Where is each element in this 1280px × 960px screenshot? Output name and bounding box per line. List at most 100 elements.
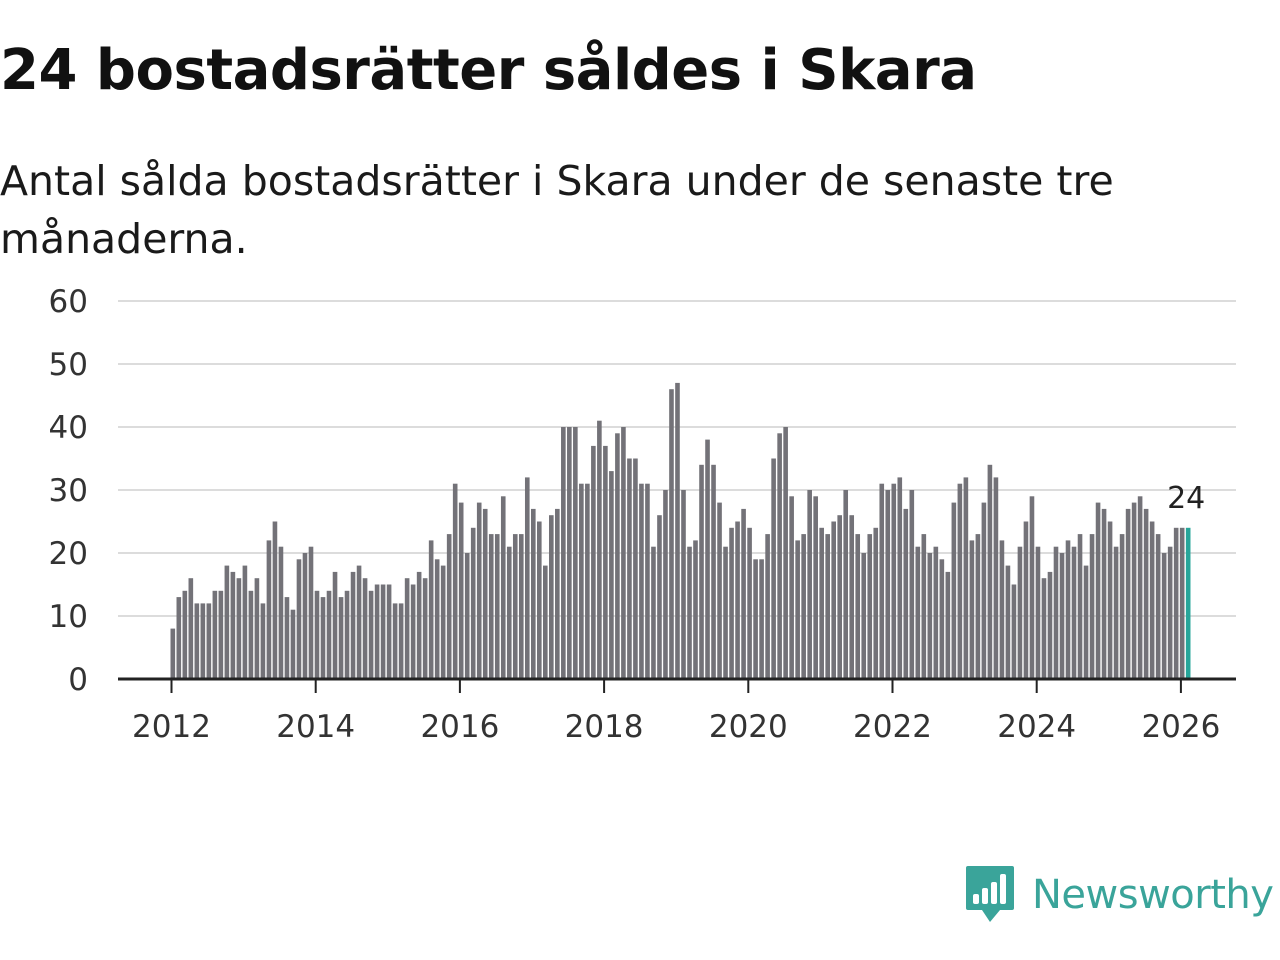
y-axis: 0 10 20 30 40 50 60 — [49, 284, 88, 698]
bar — [494, 534, 500, 679]
bar — [603, 445, 608, 679]
bar — [344, 590, 350, 679]
bar — [476, 502, 482, 679]
bar — [951, 502, 957, 679]
bar — [945, 571, 951, 679]
bar — [651, 546, 656, 679]
bar — [1179, 527, 1185, 679]
bar — [663, 490, 668, 679]
y-tick-label: 20 — [49, 536, 88, 572]
bar — [500, 496, 506, 679]
bar — [338, 597, 344, 679]
bar — [579, 483, 584, 679]
bar — [771, 458, 776, 679]
bar — [555, 508, 560, 679]
bar — [915, 546, 921, 679]
brand-name: Newsworthy — [1032, 872, 1274, 918]
bar — [789, 496, 794, 679]
bar — [969, 540, 975, 679]
y-tick-label: 40 — [49, 410, 88, 446]
bar — [206, 603, 212, 679]
bar — [813, 496, 818, 679]
bar — [1047, 571, 1053, 679]
bar — [675, 382, 680, 679]
bar — [687, 546, 692, 679]
bar — [272, 521, 278, 679]
bar — [825, 534, 830, 679]
bar — [1113, 546, 1119, 679]
bar — [1173, 527, 1179, 679]
bar — [194, 603, 200, 679]
bar — [561, 427, 566, 679]
bar — [422, 578, 428, 679]
bar — [693, 540, 698, 679]
x-axis: 2012 2014 2016 2018 2020 2022 2024 2026 — [118, 677, 1236, 745]
bar — [759, 559, 764, 679]
x-tick-label: 2020 — [709, 709, 788, 745]
bar — [801, 534, 806, 679]
bar — [567, 427, 572, 679]
bar — [783, 427, 788, 679]
bar — [386, 584, 392, 679]
newsworthy-logo-icon — [966, 866, 1014, 922]
bar — [470, 527, 476, 679]
bar — [218, 590, 224, 679]
bar — [242, 565, 248, 679]
x-tick-label: 2024 — [997, 709, 1076, 745]
bar — [1137, 496, 1143, 679]
bar — [1035, 546, 1041, 679]
bar — [1071, 546, 1077, 679]
bar — [332, 571, 338, 679]
x-tick-label: 2018 — [565, 709, 644, 745]
bar — [1065, 540, 1071, 679]
x-tick-label: 2012 — [132, 709, 211, 745]
bar — [597, 420, 602, 679]
bar — [819, 527, 824, 679]
bar — [368, 590, 374, 679]
bar — [735, 521, 740, 679]
bar — [1149, 521, 1155, 679]
bar — [452, 483, 458, 679]
bar-latest — [1185, 527, 1191, 679]
bar — [657, 515, 662, 679]
bar — [1011, 584, 1017, 679]
y-tick-label: 60 — [49, 284, 88, 320]
bar — [1095, 502, 1101, 679]
bar — [278, 546, 284, 679]
bar — [428, 540, 434, 679]
bar — [939, 559, 945, 679]
bar — [290, 609, 296, 679]
bar — [188, 578, 194, 679]
bar — [879, 483, 885, 679]
bar — [356, 565, 362, 679]
bar — [464, 553, 470, 679]
bar — [1167, 546, 1173, 679]
bar — [440, 565, 446, 679]
bar — [987, 464, 993, 679]
bar — [410, 584, 416, 679]
bar — [573, 427, 578, 679]
bar — [1005, 565, 1011, 679]
bar — [963, 477, 969, 679]
bar — [585, 483, 590, 679]
bar — [999, 540, 1005, 679]
x-tick-label: 2016 — [420, 709, 499, 745]
bar — [621, 427, 626, 679]
bar — [524, 477, 530, 679]
bar — [488, 534, 494, 679]
bar — [182, 590, 188, 679]
bar — [753, 559, 758, 679]
bar — [627, 458, 632, 679]
bar — [380, 584, 386, 679]
bar — [705, 439, 710, 679]
bar — [1131, 502, 1137, 679]
bar — [921, 534, 927, 679]
brand-logo[interactable]: Newsworthy — [964, 864, 1274, 926]
bar — [362, 578, 368, 679]
bar — [392, 603, 398, 679]
bar — [741, 508, 746, 679]
bar — [314, 590, 320, 679]
bar — [1161, 553, 1167, 679]
bar — [506, 546, 512, 679]
bar — [747, 527, 752, 679]
